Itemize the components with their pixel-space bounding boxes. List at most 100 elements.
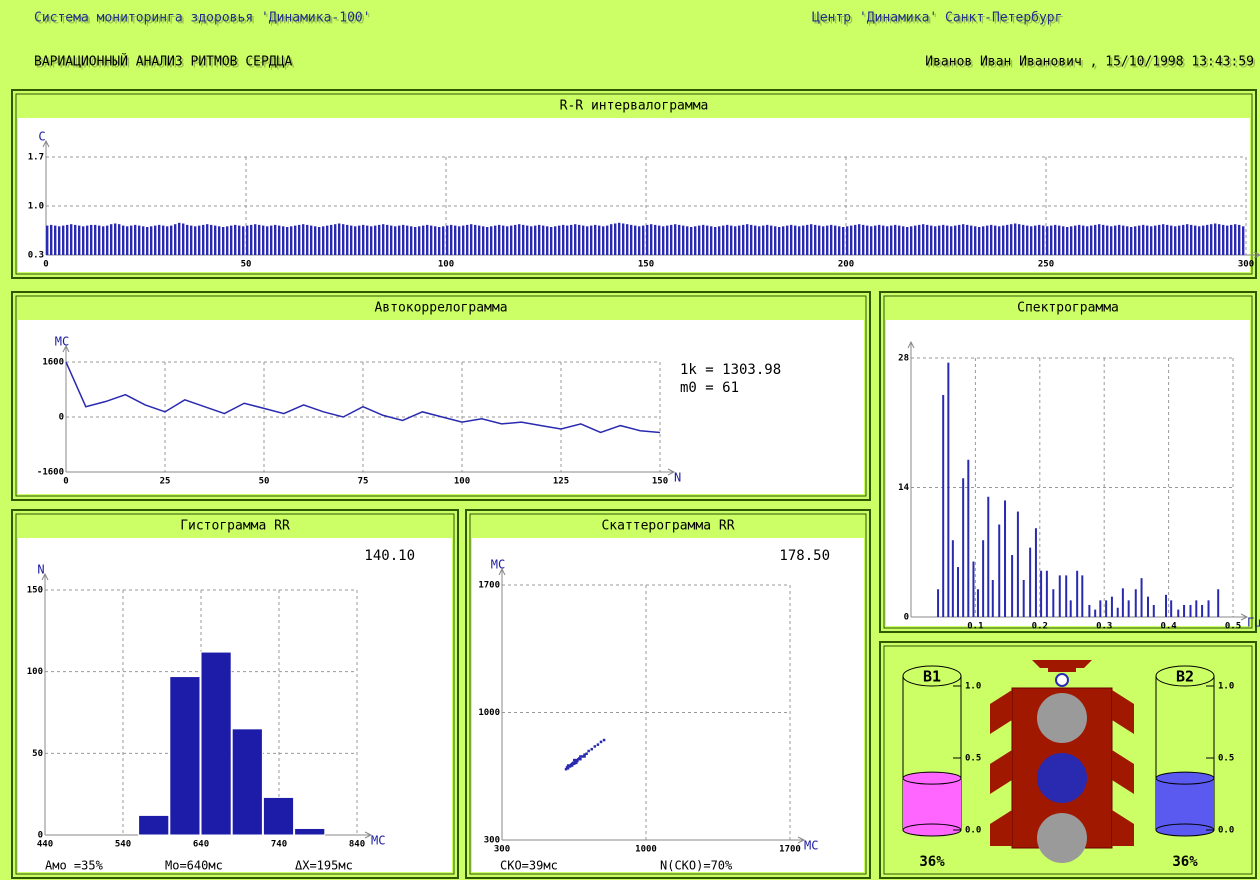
bar (1066, 227, 1069, 255)
bar (442, 226, 445, 255)
panel-inner-frame (469, 513, 867, 875)
bar (710, 226, 713, 255)
bar (766, 224, 769, 255)
bar (937, 589, 940, 617)
bar (1154, 225, 1157, 255)
point (599, 740, 603, 744)
bar (810, 224, 813, 255)
x-tick-label: 0.3 (1096, 622, 1112, 632)
bar (178, 222, 181, 255)
bar (582, 225, 585, 255)
bar (991, 580, 994, 617)
bar (90, 224, 93, 255)
panel-title: Спектрограмма (1017, 301, 1119, 316)
y-tick-label: 50 (32, 749, 43, 759)
gauge-tick-label: 0.0 (1218, 826, 1234, 836)
bar (630, 224, 633, 255)
bar (1217, 589, 1220, 617)
bar (410, 226, 413, 255)
bar (138, 814, 170, 836)
bar (126, 226, 129, 255)
bar (1090, 225, 1093, 255)
bar (454, 225, 457, 255)
point (587, 749, 590, 753)
screen-title: ВАРИАЦИОННЫЙ АНАЛИЗ РИТМОВ СЕРДЦА (34, 54, 292, 70)
bar (986, 225, 989, 255)
y-tick-label: 300 (484, 836, 500, 846)
bar (838, 226, 841, 255)
bar (958, 224, 961, 255)
bar (146, 227, 149, 255)
bar (330, 224, 333, 255)
y-axis-label: N (37, 563, 44, 577)
bar (186, 224, 189, 255)
bar (1040, 570, 1043, 617)
bar (1076, 570, 1079, 617)
bar (1182, 224, 1185, 255)
bar (169, 676, 201, 836)
bar (294, 225, 297, 255)
bar (1116, 607, 1119, 617)
bar (1022, 224, 1025, 255)
bar (586, 226, 589, 255)
point (575, 761, 578, 765)
bar (142, 226, 145, 255)
bar (690, 227, 693, 255)
panel-frame (11, 89, 1257, 279)
bar (1146, 225, 1149, 255)
y-axis (498, 567, 506, 840)
bar (474, 224, 477, 255)
bar (426, 224, 429, 255)
bar (842, 227, 845, 255)
bar (1166, 224, 1169, 255)
bar (1078, 224, 1081, 255)
bar (402, 224, 405, 255)
bar (790, 224, 793, 255)
bar (210, 224, 213, 255)
bar (898, 225, 901, 255)
y-tick-label: 14 (898, 483, 909, 493)
bar (282, 226, 285, 255)
bar (1081, 575, 1084, 617)
x-tick-label: 0 (63, 477, 68, 487)
bar (270, 225, 273, 255)
bar (230, 225, 233, 255)
bar (346, 224, 349, 255)
bar (46, 225, 49, 255)
panel-inner-frame (15, 93, 1253, 275)
gauge-bottom (902, 823, 962, 837)
bar (762, 225, 765, 255)
bar (170, 225, 173, 255)
bar (602, 226, 605, 255)
bar (202, 224, 205, 255)
bar (1162, 224, 1165, 255)
x-tick-label: 150 (638, 260, 654, 270)
bar (738, 225, 741, 255)
bar (1198, 226, 1201, 255)
bar (1127, 600, 1130, 617)
point (564, 767, 568, 771)
bar (610, 224, 613, 255)
bar (218, 226, 221, 255)
x-tick-label: 100 (438, 260, 454, 270)
point (585, 752, 588, 755)
bar (634, 225, 637, 255)
bar (1165, 594, 1168, 617)
bar (1045, 570, 1048, 617)
bar (646, 224, 649, 255)
y-axis-label: С (38, 130, 45, 144)
bar (778, 227, 781, 255)
x-tick-label: 540 (115, 840, 131, 850)
bar (338, 223, 341, 255)
bar (886, 226, 889, 255)
gauge-tick-label: 0.5 (1218, 754, 1234, 764)
bar (86, 225, 89, 255)
bar (1146, 596, 1149, 617)
bar (1018, 224, 1021, 255)
bar (1170, 225, 1173, 255)
point (570, 764, 574, 767)
bar (614, 223, 617, 255)
bar (694, 226, 697, 255)
x-tick-label: 0.4 (1160, 622, 1177, 632)
